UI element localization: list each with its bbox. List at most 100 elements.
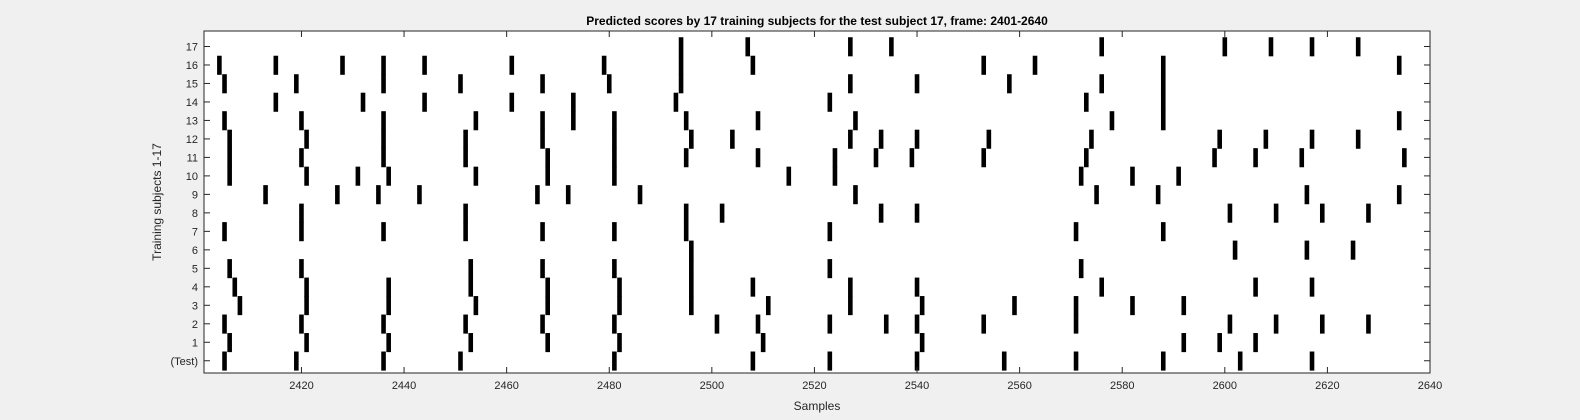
raster-mark [463, 222, 468, 242]
y-tick-label: 6 [192, 245, 198, 257]
x-tick-label: 2580 [1110, 380, 1134, 392]
raster-mark [227, 259, 232, 279]
raster-mark [304, 166, 309, 186]
raster-mark [1366, 314, 1371, 334]
raster-mark [1160, 222, 1166, 242]
raster-mark [617, 296, 622, 316]
raster-mark [463, 148, 468, 168]
raster-mark [883, 314, 889, 334]
raster-mark [473, 166, 479, 186]
raster-mark [263, 185, 268, 205]
raster-mark [222, 314, 227, 334]
raster-mark [217, 55, 222, 75]
raster-mark [683, 203, 689, 223]
raster-mark [540, 111, 545, 131]
x-tick-label: 2620 [1315, 380, 1339, 392]
raster-mark [232, 277, 238, 297]
raster-mark [689, 277, 694, 297]
raster-mark [1309, 277, 1315, 297]
raster-mark [683, 148, 689, 168]
raster-mark [304, 296, 309, 316]
raster-mark [381, 111, 386, 131]
y-tick-label: 10 [186, 171, 198, 183]
y-tick-label: 13 [186, 115, 198, 127]
raster-mark [1160, 55, 1166, 75]
raster-mark [540, 222, 545, 242]
raster-mark [1402, 148, 1407, 168]
raster-mark [1073, 351, 1079, 371]
raster-mark [689, 129, 694, 149]
raster-mark [745, 37, 751, 57]
raster-mark [827, 92, 833, 112]
x-tick-label: 2540 [905, 380, 929, 392]
raster-mark [422, 92, 427, 112]
raster-mark [299, 203, 304, 223]
x-tick-label: 2500 [700, 380, 724, 392]
x-tick-label: 2640 [1418, 380, 1442, 392]
raster-mark [678, 37, 684, 57]
raster-mark [376, 185, 381, 205]
x-tick-label: 2460 [494, 380, 518, 392]
raster-mark [1227, 314, 1233, 334]
raster-mark [827, 351, 833, 371]
raster-mark [1304, 185, 1310, 205]
raster-mark [360, 92, 366, 112]
raster-mark [299, 111, 304, 131]
raster-mark [673, 92, 679, 112]
raster-mark [381, 74, 386, 94]
raster-mark [1094, 185, 1099, 205]
raster-mark [1396, 111, 1402, 131]
raster-mark [1309, 37, 1315, 57]
raster-mark [299, 222, 304, 242]
raster-mark [463, 129, 468, 149]
raster-mark [1217, 129, 1222, 149]
raster-mark [1212, 148, 1217, 168]
raster-mark [299, 148, 304, 168]
raster-mark [755, 111, 761, 131]
raster-mark [227, 148, 232, 168]
raster-mark [1253, 277, 1258, 297]
raster-mark [468, 259, 474, 279]
raster-mark [304, 333, 309, 353]
raster-mark [1232, 240, 1238, 260]
raster-mark [386, 166, 391, 186]
raster-mark [750, 277, 756, 297]
plot-border [203, 30, 1431, 374]
raster-mark [601, 55, 607, 75]
raster-mark [294, 351, 299, 371]
raster-mark [612, 222, 617, 242]
raster-mark [612, 148, 617, 168]
raster-mark [540, 74, 545, 94]
raster-mark [755, 148, 761, 168]
raster-mark [1217, 333, 1222, 353]
raster-mark [981, 314, 987, 334]
raster-mark [1309, 351, 1315, 371]
raster-mark [1073, 296, 1079, 316]
raster-mark [1309, 129, 1315, 149]
raster-mark [545, 296, 550, 316]
y-tick-label: 9 [192, 189, 198, 201]
raster-mark [914, 314, 920, 334]
raster-mark [1273, 203, 1279, 223]
x-tick-label: 2440 [392, 380, 416, 392]
raster-mark [873, 148, 879, 168]
raster-mark [1227, 203, 1233, 223]
raster-mark [1001, 351, 1007, 371]
raster-mark [848, 129, 853, 149]
raster-mark [381, 129, 386, 149]
raster-mark [827, 222, 833, 242]
raster-mark [909, 148, 915, 168]
raster-mark [1355, 37, 1361, 57]
plot-area [204, 31, 1430, 373]
raster-mark [294, 74, 299, 94]
y-tick-label: 14 [186, 97, 198, 109]
raster-mark [617, 277, 622, 297]
y-tick-label: 2 [192, 319, 198, 331]
raster-mark [1012, 296, 1017, 316]
y-tick-label: 1 [192, 337, 198, 349]
x-axis: 2420 2440 2460 2480 2500 2520 2540 2560 2580 2600… [289, 31, 1442, 392]
raster-mark [509, 55, 515, 75]
raster-mark [981, 55, 987, 75]
raster-mark [463, 314, 468, 334]
